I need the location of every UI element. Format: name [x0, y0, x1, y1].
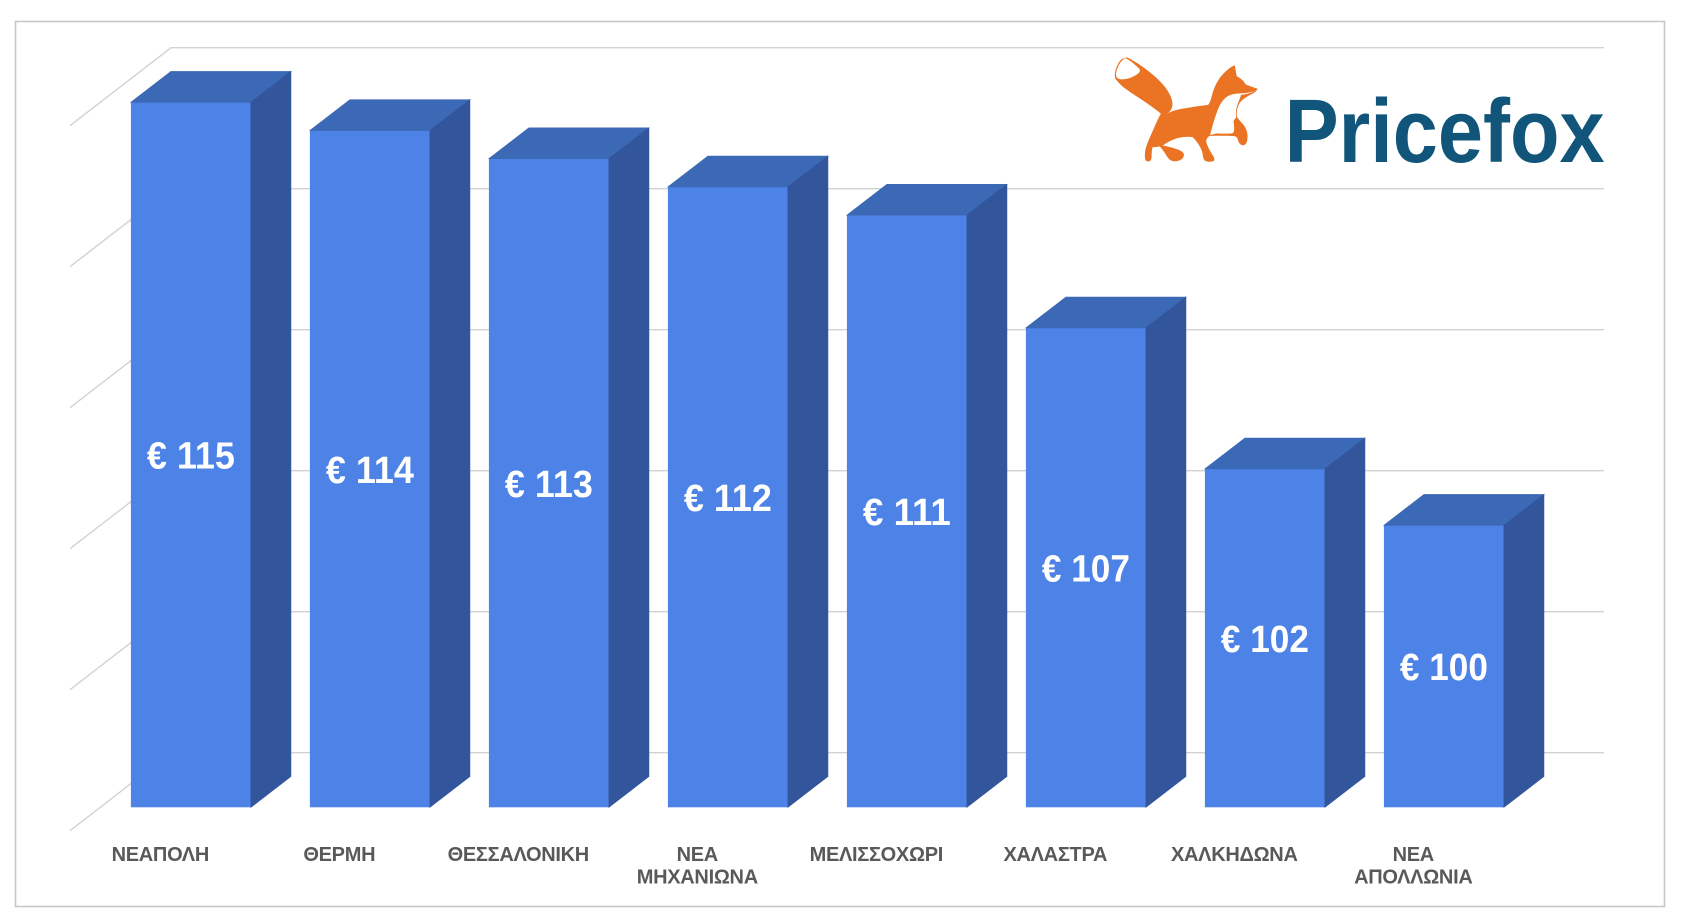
- svg-text:€ 111: € 111: [863, 492, 951, 534]
- svg-text:€ 107: € 107: [1042, 549, 1130, 591]
- svg-text:€ 113: € 113: [505, 464, 593, 506]
- svg-text:ΝΕΑΠΟΛΗ: ΝΕΑΠΟΛΗ: [112, 844, 209, 866]
- svg-text:Pricefox: Pricefox: [1285, 82, 1605, 182]
- svg-text:ΧΑΛΚΗΔΩΝΑ: ΧΑΛΚΗΔΩΝΑ: [1171, 844, 1298, 866]
- svg-text:ΜΕΛΙΣΣΟΧΩΡΙ: ΜΕΛΙΣΣΟΧΩΡΙ: [810, 844, 943, 866]
- svg-text:€ 100: € 100: [1400, 647, 1488, 689]
- svg-text:€ 102: € 102: [1221, 619, 1309, 661]
- svg-text:€ 114: € 114: [326, 450, 414, 492]
- svg-text:€ 115: € 115: [147, 436, 235, 478]
- svg-text:€ 112: € 112: [684, 478, 772, 520]
- svg-text:ΘΕΡΜΗ: ΘΕΡΜΗ: [303, 844, 375, 866]
- svg-text:ΘΕΣΣΑΛΟΝΙΚΗ: ΘΕΣΣΑΛΟΝΙΚΗ: [448, 844, 589, 866]
- svg-text:ΧΑΛΑΣΤΡΑ: ΧΑΛΑΣΤΡΑ: [1003, 844, 1107, 866]
